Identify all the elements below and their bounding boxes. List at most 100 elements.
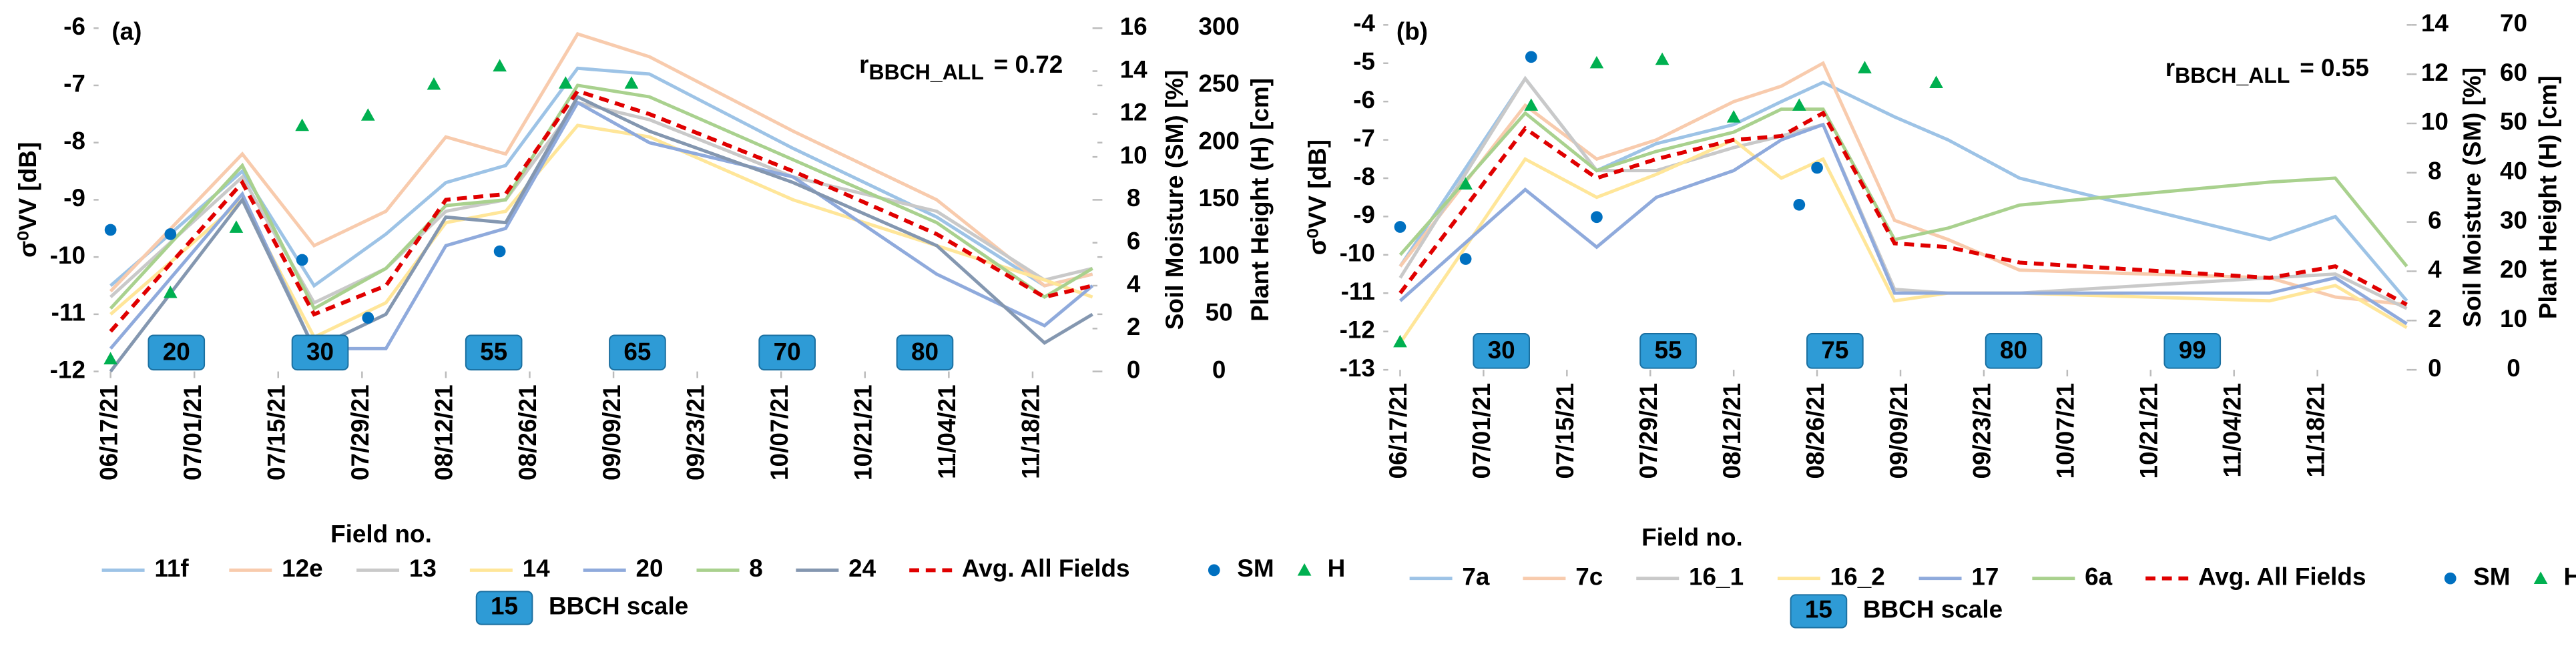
bbch-box [609,334,666,371]
line [1398,122,2408,326]
bbch-label: 75 [1821,336,1848,364]
annotation-sub: BBCH_ALL [2175,64,2290,88]
y3-tick-label: 0 [1212,356,1226,383]
sm-point [1394,221,1406,233]
y3-tick-label: 20 [2500,256,2527,283]
legend-label: SM [1237,555,1274,582]
x-tick-label: 09/23/21 [682,384,709,480]
x-tick-label: 07/29/21 [1635,383,1662,479]
bbch-box [1473,333,1530,369]
legend-label: 16_2 [1830,563,1885,590]
x-tick-label: 08/12/21 [431,384,458,480]
y-tick-label: -6 [1353,86,1375,113]
legend-bbch-label: 15 [491,593,518,620]
h-point [427,77,441,90]
y-tick-label: -6 [63,13,85,40]
h-point [1792,98,1806,111]
y3-tick-label: 60 [2500,59,2527,86]
y2-axis-title: Soil Moisture (SM) [%] [2459,67,2486,328]
panel-label: (b) [1396,17,1428,45]
y-tick-label: -13 [1340,354,1375,382]
x-tick-label: 07/01/21 [179,384,206,480]
y2-tick-label: 4 [1127,270,1141,298]
x-tick-label: 11/04/21 [2218,383,2246,478]
legend-label: 14 [523,555,551,582]
y-tick-label: -8 [1353,163,1375,190]
legend-label: SM [2473,563,2510,590]
x-tick-label: 10/21/21 [850,384,877,480]
legend-label: Avg. All Fields [962,555,1130,582]
line [109,100,1093,305]
y-tick-label: -9 [1353,201,1375,228]
y-tick-label: -8 [63,127,85,154]
y-tick-label: -10 [1340,240,1375,267]
y-tick-label: -11 [1341,278,1375,305]
bbch-label: 30 [1488,336,1515,364]
y3-axis-title: Plant Height (H) [cm] [1246,78,1274,322]
bbch-box [2163,333,2222,369]
y2-tick-label: 0 [1127,356,1141,383]
legend-label: 8 [749,555,763,582]
h-point [229,220,244,233]
annotation-value: = 0.72 [994,51,1063,78]
y2-axis-title: Soil Moisture (SM) [%] [1161,70,1188,330]
x-tick-label: 09/09/21 [598,384,625,480]
h-point [1858,61,1872,73]
sm-point [493,245,506,258]
y2-tick-label: 10 [2421,108,2449,135]
bbch-box [896,334,954,371]
y2-tick-label: 14 [2421,9,2449,37]
legend-title: Field no. [330,520,432,547]
h-point [1655,52,1669,65]
legend-label: H [1328,555,1346,582]
legend-bbch-box [1790,594,1848,629]
line [109,89,1093,333]
y3-axis-title: Plant Height (H) [cm] [2534,75,2561,319]
legend-label: 7a [1462,563,1490,590]
y-tick-label: -7 [63,70,85,97]
x-tick-label: 08/12/21 [1718,383,1746,479]
bbch-label: 55 [480,338,507,365]
y3-tick-label: 70 [2500,9,2527,37]
x-tick-label: 06/17/21 [95,384,122,480]
x-tick-label: 07/29/21 [346,384,374,480]
bbch-label: 80 [911,338,939,365]
y3-tick-label: 300 [1198,13,1240,40]
bbch-label: 99 [2179,336,2206,364]
bbch-label: 20 [163,338,190,365]
sm-point [164,228,177,240]
x-tick-label: 11/18/21 [1017,384,1045,479]
line [1398,110,2408,307]
line [1398,107,2408,268]
annotation: rBBCH_ALL = 0.55 [2165,54,2369,88]
legend-bbch-label: 15 [1805,596,1832,623]
y-tick-label: -5 [1353,47,1375,75]
bbch-label: 30 [306,338,334,365]
sm-point [362,312,374,324]
legend-bbch-text: BBCH scale [549,593,688,620]
y2-tick-label: 6 [2428,206,2442,234]
y3-tick-label: 30 [2500,206,2527,234]
y2-tick-label: 2 [1127,313,1141,340]
h-point [1929,75,1943,88]
bbch-box [465,334,523,371]
y2-tick-label: 2 [2428,305,2442,332]
bbch-label: 80 [2000,336,2027,364]
y2-tick-label: 8 [2428,157,2442,185]
y2-tick-label: 4 [2428,256,2442,283]
legend-label: 12e [282,555,323,582]
line [1398,137,2408,344]
legend-label: 20 [635,555,663,582]
annotation: rBBCH_ALL = 0.72 [859,51,1063,85]
line [109,66,1093,288]
y3-tick-label: 250 [1198,70,1240,97]
panel-label: (a) [111,17,142,45]
annotation-sub: BBCH_ALL [869,61,984,85]
y2-tick-label: 8 [1127,184,1141,212]
x-tick-label: 07/01/21 [1468,383,1495,479]
y-tick-label: -12 [50,356,85,383]
x-tick-label: 10/21/21 [2135,383,2163,479]
y2-tick-label: 12 [2421,59,2449,86]
sm-point [1793,198,1806,211]
